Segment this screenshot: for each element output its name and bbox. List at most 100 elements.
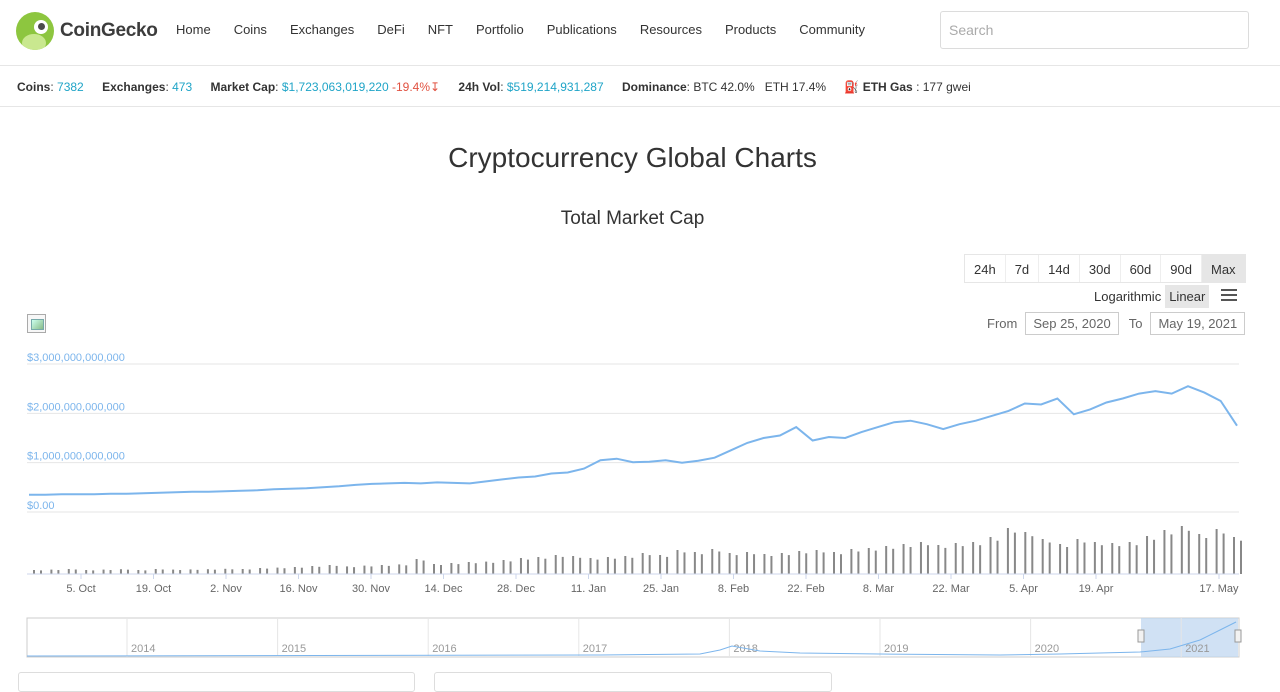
- brand-name: CoinGecko: [60, 20, 158, 41]
- volume-bar: [589, 558, 592, 574]
- volume-bar: [1198, 534, 1201, 574]
- navigator-year-label: 2018: [733, 643, 757, 655]
- volume-link[interactable]: $519,214,931,287: [506, 80, 604, 94]
- market-cap-link[interactable]: $1,723,063,019,220: [281, 80, 389, 94]
- volume-bar: [398, 564, 401, 574]
- x-tick-label: 2. Nov: [210, 583, 242, 595]
- x-tick-label: 19. Oct: [136, 583, 171, 595]
- y-tick-label: $2,000,000,000,000: [27, 401, 125, 413]
- volume-bar: [1240, 540, 1242, 574]
- volume-bar: [85, 570, 88, 574]
- volume-bar: [1041, 539, 1044, 574]
- top-navbar: CoinGecko Home Coins Exchanges DeFi NFT …: [0, 0, 1280, 66]
- from-date-input[interactable]: Sep 25, 2020: [1025, 312, 1119, 335]
- volume-bar: [74, 569, 77, 574]
- nav-resources[interactable]: Resources: [639, 22, 702, 37]
- volume-bar: [346, 566, 349, 574]
- logarithmic-button[interactable]: Logarithmic: [1094, 289, 1162, 304]
- range-24h-button[interactable]: 24h: [965, 255, 1006, 282]
- volume-bar: [1066, 547, 1069, 574]
- volume-bar: [1128, 542, 1131, 574]
- volume-bar: [457, 564, 460, 574]
- to-date-input[interactable]: May 19, 2021: [1150, 312, 1246, 335]
- volume-bar: [1187, 530, 1190, 574]
- volume-bar: [57, 570, 60, 574]
- volume-bar: [833, 552, 835, 574]
- volume-bar: [433, 564, 435, 574]
- nav-portfolio[interactable]: Portfolio: [476, 22, 524, 37]
- gecko-icon: [16, 12, 54, 50]
- nav-products[interactable]: Products: [724, 22, 777, 37]
- volume-bar: [241, 569, 244, 574]
- volume-bar: [961, 546, 964, 574]
- dominance-label: Dominance: [621, 80, 687, 94]
- range-30d-button[interactable]: 30d: [1080, 255, 1121, 282]
- volume-bar: [746, 552, 749, 574]
- exchanges-count-link[interactable]: 473: [172, 80, 193, 94]
- gas-pump-icon: ⛽: [844, 80, 860, 94]
- volume-bar: [1006, 528, 1009, 574]
- btc-dominance[interactable]: BTC 42.0%: [693, 80, 755, 94]
- volume-bar: [1100, 545, 1103, 574]
- card-placeholder-right: [434, 672, 832, 692]
- navigator-handle-left: [1137, 629, 1145, 643]
- coins-label: Coins: [17, 80, 51, 94]
- volume-bar: [1215, 529, 1218, 574]
- coingecko-logo[interactable]: CoinGecko: [16, 12, 158, 50]
- volume-bar: [944, 547, 947, 574]
- linear-button[interactable]: Linear: [1165, 285, 1210, 308]
- date-range-inputs: From Sep 25, 2020 To May 19, 2021: [987, 312, 1255, 335]
- search-input[interactable]: Search: [940, 11, 1249, 49]
- volume-bar: [335, 565, 338, 574]
- volume-bar: [579, 557, 582, 574]
- nav-exchanges[interactable]: Exchanges: [289, 22, 355, 37]
- navigator-year-label: 2017: [583, 643, 607, 655]
- range-14d-button[interactable]: 14d: [1039, 255, 1080, 282]
- range-max-button[interactable]: Max: [1201, 255, 1245, 282]
- volume-bar: [196, 569, 199, 574]
- arrow-down-icon: ↧: [430, 80, 441, 94]
- volume-bar: [1146, 536, 1149, 574]
- x-tick-label: 30. Nov: [352, 583, 390, 595]
- volume-bar: [179, 570, 182, 574]
- range-7d-button[interactable]: 7d: [1006, 255, 1040, 282]
- volume-bar: [119, 569, 122, 574]
- volume-bar: [1024, 532, 1027, 574]
- coins-count-link[interactable]: 7382: [57, 80, 84, 94]
- market-cap-label: Market Cap: [210, 80, 276, 94]
- volume-bar: [92, 570, 95, 574]
- volume-bar: [815, 550, 818, 574]
- eth-dominance[interactable]: ETH 17.4%: [764, 80, 827, 94]
- eth-gas-value: : 177 gwei: [916, 80, 971, 94]
- volume-bar: [1153, 539, 1156, 574]
- broken-image-icon: [27, 314, 46, 333]
- navigator-series: [26, 621, 1237, 657]
- volume-bar: [380, 565, 383, 574]
- volume-bar: [526, 559, 529, 574]
- nav-publications[interactable]: Publications: [546, 22, 617, 37]
- volume-bar: [492, 562, 495, 574]
- volume-bar: [770, 556, 773, 574]
- x-tick-label: 28. Dec: [497, 583, 535, 595]
- nav-community[interactable]: Community: [799, 22, 866, 37]
- volume-bar: [613, 558, 616, 574]
- volume-bar: [283, 568, 286, 574]
- volume-bar: [676, 550, 679, 574]
- volume-bar: [666, 556, 669, 574]
- hamburger-menu-icon[interactable]: [1221, 289, 1237, 301]
- x-tick-label: 8. Mar: [863, 583, 895, 595]
- volume-bar: [137, 570, 140, 574]
- range-90d-button[interactable]: 90d: [1161, 255, 1202, 282]
- volume-bar: [537, 557, 540, 574]
- nav-home[interactable]: Home: [176, 22, 211, 37]
- volume-bar: [293, 567, 296, 574]
- nav-coins[interactable]: Coins: [233, 22, 267, 37]
- range-60d-button[interactable]: 60d: [1121, 255, 1162, 282]
- x-tick-label: 8. Feb: [718, 583, 749, 595]
- eth-gas-label: ETH Gas: [862, 80, 913, 94]
- nav-defi[interactable]: DeFi: [377, 22, 405, 37]
- card-placeholder-left: [18, 672, 415, 692]
- volume-bar: [363, 565, 366, 574]
- nav-nft[interactable]: NFT: [427, 22, 453, 37]
